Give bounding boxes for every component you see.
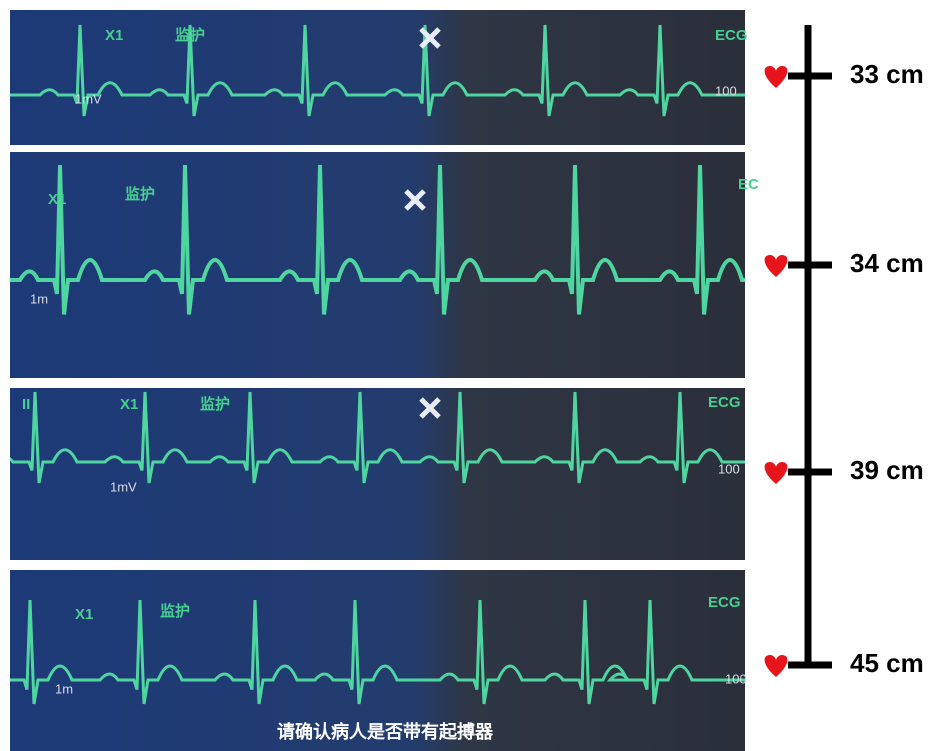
monitor-label: 100 [715, 83, 737, 98]
monitor-label: 监护 [175, 26, 205, 44]
ecg-panel: II X1 监护 ECG 100 1mV [0, 388, 745, 560]
monitor-label: EC [738, 176, 759, 193]
monitor-label: X1 [75, 606, 93, 623]
monitor-label: II [22, 396, 30, 413]
scale-label: 34 cm [850, 248, 924, 278]
monitor-label: X1 [120, 396, 138, 413]
monitor-label: ECG [715, 27, 748, 44]
monitor-label: ECG [708, 394, 741, 411]
scale-label: 39 cm [850, 455, 924, 485]
monitor-label: 1mV [75, 91, 102, 106]
ecg-panel: X1 监护 ECG 100 1m 请确认病人是否带有起搏器 [0, 570, 747, 751]
monitor-label: 监护 [125, 185, 155, 203]
heart-icon [765, 66, 788, 88]
ecg-panel: X1 监护 ECG 100 1mV [10, 10, 748, 145]
caption: 请确认病人是否带有起搏器 [277, 721, 494, 742]
monitor-label: 监护 [160, 602, 190, 620]
scale-label: 45 cm [850, 648, 924, 678]
heart-icon [765, 255, 788, 277]
panel-background [10, 388, 745, 560]
scale-label: 33 cm [850, 59, 924, 89]
monitor-label: 1m [30, 291, 48, 306]
heart-icon [765, 655, 788, 677]
scale: 33 cm 34 cm 39 cm 45 cm [765, 25, 924, 678]
monitor-label: ECG [708, 594, 741, 611]
monitor-label: X1 [48, 191, 66, 208]
monitor-label: 监护 [200, 395, 230, 413]
monitor-label: 100 [725, 671, 747, 686]
panel-background [10, 152, 745, 378]
figure: X1 监护 ECG 100 1mV X1 监护 EC 1m II X1 监护 ECG 100 1mV X1 监护… [0, 0, 950, 751]
monitor-label: 1m [55, 681, 73, 696]
monitor-label: 1mV [110, 479, 137, 494]
monitor-label: 100 [718, 461, 740, 476]
ecg-panel: X1 监护 EC 1m [10, 152, 759, 378]
monitor-label: X1 [105, 27, 123, 44]
heart-icon [765, 462, 788, 484]
